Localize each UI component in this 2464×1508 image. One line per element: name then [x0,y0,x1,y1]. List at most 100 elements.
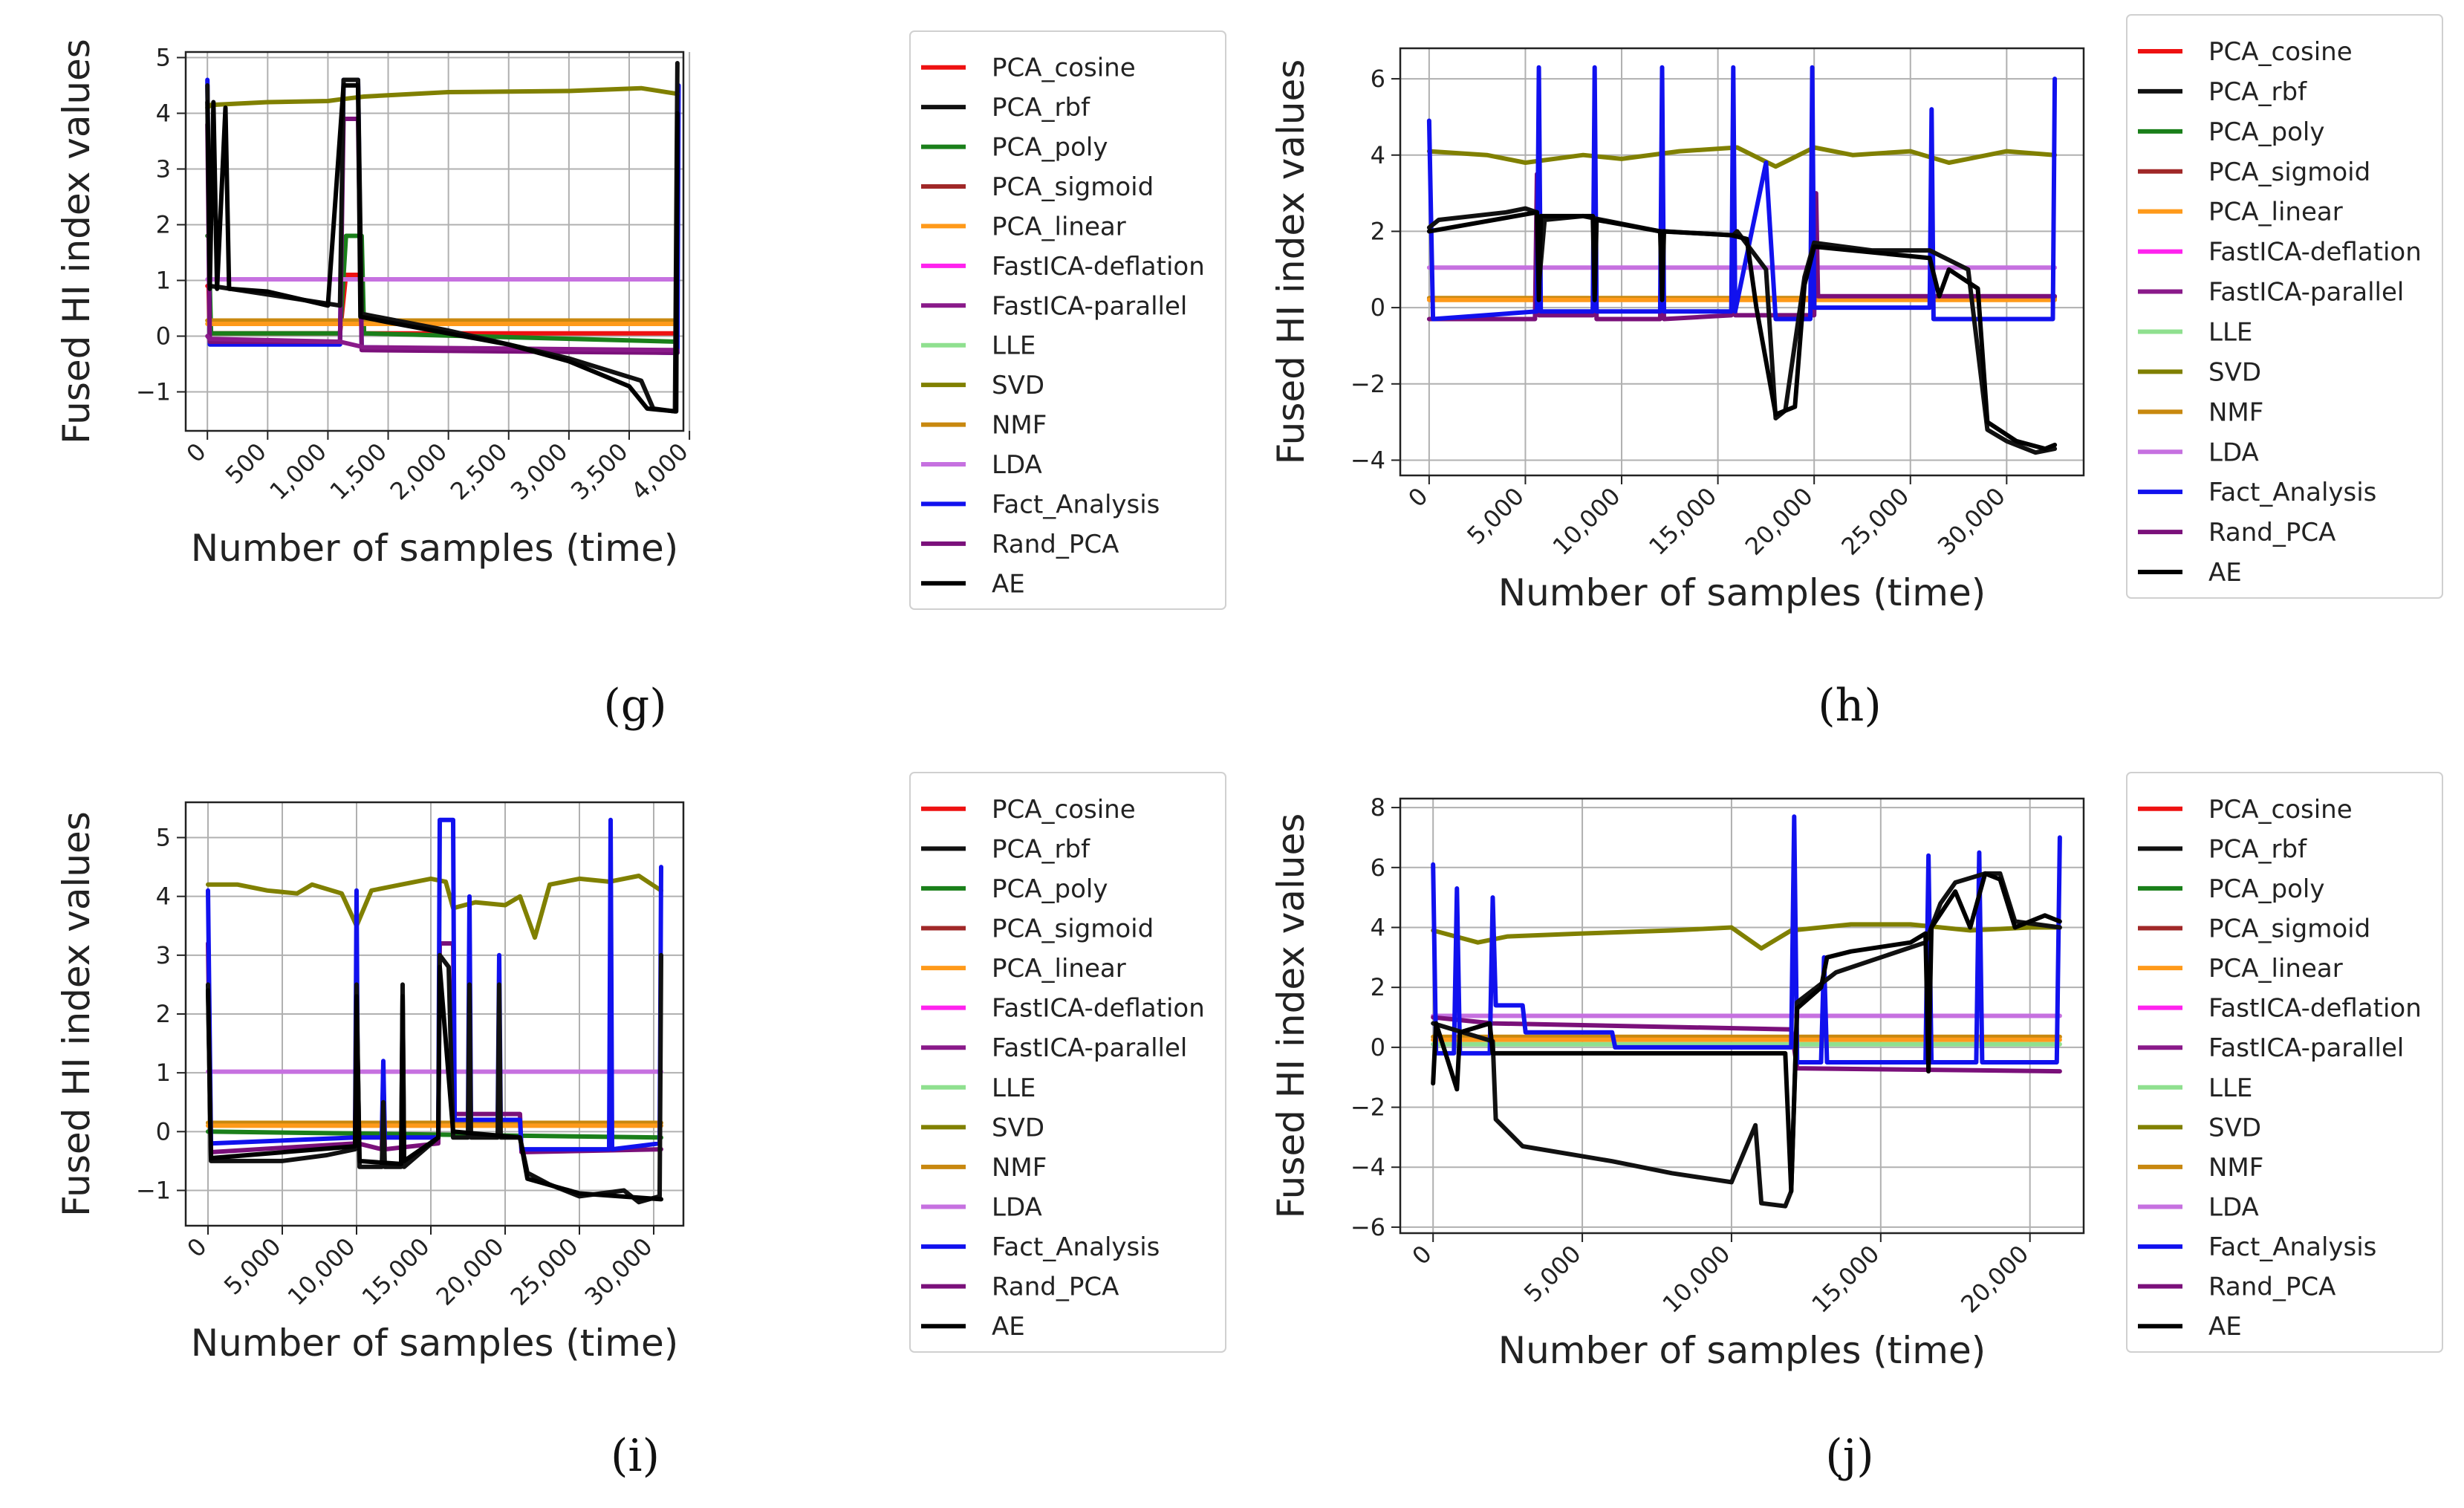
legend-label: LLE [992,331,1036,361]
legend-label: FastICA-deflation [2208,238,2422,267]
y-tick-label: −2 [1350,370,1385,398]
series-group [1426,65,2058,455]
legend-label: PCA_linear [992,212,1126,241]
legend-label: LDA [2208,438,2259,467]
y-tick-label: 0 [1371,1033,1385,1062]
x-tick-label: 500 [220,438,272,490]
y-tick-label: 3 [156,941,171,969]
panel-i: 0 5,00010,00015,00020,00025,00030,000−101… [55,772,1226,1482]
legend-label: LDA [992,450,1042,480]
legend-label: Fact_Analysis [2208,1232,2376,1262]
legend-label: PCA_linear [2208,198,2343,227]
legend: PCA_cosine PCA_rbf PCA_poly PCA_sigmoid PCA_… [909,30,1226,610]
x-tick-label: 20,000 [431,1232,510,1311]
y-tick-label: 3 [156,155,171,183]
legend: PCA_cosine PCA_rbf PCA_poly PCA_sigmoid PCA_… [2126,14,2443,599]
x-tick-label: 0 [181,1232,212,1263]
legend-label: FastICA-deflation [2208,994,2422,1024]
y-axis-title: Fused HI index values [1270,813,1313,1219]
legend-label: Fact_Analysis [992,1232,1160,1262]
y-tick-label: 6 [1371,854,1385,882]
x-tick-label: 2,000 [385,438,453,506]
y-tick-label: 2 [1371,217,1385,245]
legend-label: PCA_linear [2208,954,2343,984]
legend-box [909,772,1226,1353]
x-axis-title: Number of samples (time) [1498,1329,1986,1372]
legend-label: PCA_rbf [992,834,1090,864]
y-tick-label: 8 [1371,793,1385,822]
panel-label: (j) [1825,1430,1873,1482]
legend-label: AE [2208,1312,2242,1342]
legend-label: PCA_cosine [992,53,1136,83]
legend-label: PCA_rbf [2208,77,2307,107]
y-tick-label: 1 [156,267,171,295]
legend-label: FastICA-parallel [2208,278,2404,308]
series-line-pca-rbf [206,952,663,1205]
y-tick-label: 4 [156,883,171,911]
x-tick-label: 20,000 [1955,1240,2034,1319]
x-tick-label: 0 [181,438,212,468]
series-line-svd [1431,922,2062,951]
y-axis-title: Fused HI index values [1270,59,1313,465]
y-tick-label: 0 [156,1117,171,1145]
x-tick-label: 30,000 [1932,482,2011,561]
panel-h: 0 5,000 10,000 15,000 20,000 25,000 30,000 −4 −2… [1270,14,2443,732]
legend-label: PCA_poly [992,133,1108,163]
legend: PCA_cosine PCA_rbf PCA_poly PCA_sigmoid PCA_… [909,772,1226,1353]
legend-label: PCA_linear [992,954,1126,984]
x-tick-label: 0 [1402,482,1433,513]
x-axis-title: Number of samples (time) [1498,571,1986,614]
legend-label: SVD [2208,1113,2261,1143]
series-line-pca-rbf [205,61,680,414]
y-tick-label: 2 [156,1000,171,1028]
x-tick-label: 3,500 [565,438,634,506]
legend-label: PCA_cosine [2208,37,2353,67]
x-axis-title: Number of samples (time) [191,1322,679,1365]
y-tick-label: 2 [156,211,171,239]
legend-box [909,30,1226,610]
legend-label: Fact_Analysis [2208,478,2376,507]
legend-label: SVD [992,1113,1044,1143]
legend-box [2126,14,2443,599]
legend-label: NMF [2208,397,2263,427]
legend-label: PCA_sigmoid [2208,914,2370,944]
x-tick-label: 2,500 [445,438,513,506]
y-tick-label: 6 [1371,65,1385,93]
x-tick-label: 0 [1407,1240,1437,1270]
y-axis-title: Fused HI index values [55,39,98,444]
series-line-ae [206,964,663,1202]
y-tick-label: −1 [136,1177,171,1205]
legend-label: AE [992,1312,1025,1342]
y-tick-label: −2 [1350,1093,1385,1122]
x-tick-label: 25,000 [505,1232,584,1311]
y-tick-label: 5 [156,824,171,852]
x-tick-label: 10,000 [1657,1240,1736,1319]
series-line-rand-pca [205,117,680,355]
series-line-svd [1426,145,2058,169]
series-line-pca-poly [206,1129,663,1140]
legend-label: LLE [2208,1073,2252,1103]
x-tick-label: 20,000 [1740,482,1818,561]
legend-label: PCA_sigmoid [2208,157,2370,187]
y-axis-title: Fused HI index values [55,811,98,1217]
series-line-ae [1426,209,2058,452]
plot-frame [1399,797,2085,1235]
panel-j: 0 5,000 10,000 15,000 20,000 −6 −4 −2 0 2 4 6 8 Numbe… [1270,772,2443,1482]
x-tick-label: 15,000 [1806,1240,1885,1319]
legend-label: SVD [992,371,1044,400]
y-tick-label: −1 [136,378,171,406]
legend-label: PCA_poly [992,874,1108,904]
legend-label: SVD [2208,357,2261,387]
legend-label: NMF [2208,1153,2263,1183]
legend-label: LLE [992,1073,1036,1103]
series-group [205,61,681,414]
y-tick-label: −4 [1350,446,1385,474]
x-tick-label: 15,000 [1643,482,1722,561]
x-tick-label: 25,000 [1836,482,1914,561]
series-line-ae [1431,871,2062,1194]
plot-frame [184,51,685,432]
x-tick-label: 5,000 [1461,482,1530,550]
y-tick-label: 0 [156,322,171,351]
y-tick-label: −6 [1350,1213,1385,1241]
